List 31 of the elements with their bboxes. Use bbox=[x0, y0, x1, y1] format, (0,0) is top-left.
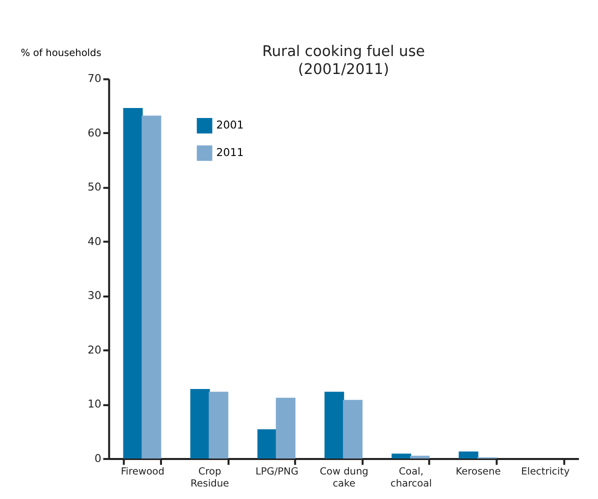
y-tick-label: 70 bbox=[88, 72, 102, 86]
y-tick-label: 30 bbox=[88, 289, 102, 302]
bar bbox=[342, 400, 363, 458]
bar bbox=[190, 389, 210, 458]
chart-subtitle: (2001/2011) bbox=[298, 60, 390, 78]
chart-title: Rural cooking fuel use bbox=[262, 43, 425, 60]
legend-label: 2011 bbox=[216, 146, 244, 160]
bar bbox=[324, 392, 344, 458]
x-tick-label: Crop Residue bbox=[190, 466, 230, 490]
x-tick-label: LPG/PNG bbox=[255, 466, 298, 478]
x-tick-label: Firewood bbox=[120, 466, 164, 478]
bar bbox=[142, 116, 162, 458]
x-tick-label: Coal, charcoal bbox=[390, 466, 432, 490]
bar bbox=[208, 392, 228, 458]
y-tick-label: 0 bbox=[94, 452, 102, 465]
x-tick-label: Electricity bbox=[521, 466, 570, 478]
bar bbox=[257, 429, 277, 458]
bar bbox=[410, 456, 430, 458]
y-tick-label: 10 bbox=[88, 398, 102, 411]
y-tick-label: 20 bbox=[88, 343, 102, 356]
x-tick-label: Kerosene bbox=[456, 466, 501, 478]
y-tick-label: 60 bbox=[88, 126, 102, 140]
bar bbox=[276, 398, 296, 458]
x-tick-label: Cow dung cake bbox=[320, 466, 368, 490]
y-axis-title: % of households bbox=[20, 48, 102, 59]
y-tick-label: 50 bbox=[88, 180, 102, 194]
bar bbox=[458, 451, 478, 458]
legend-label: 2001 bbox=[216, 118, 244, 132]
y-tick-label: 40 bbox=[88, 234, 102, 248]
bar bbox=[392, 454, 412, 458]
bar bbox=[123, 108, 143, 458]
